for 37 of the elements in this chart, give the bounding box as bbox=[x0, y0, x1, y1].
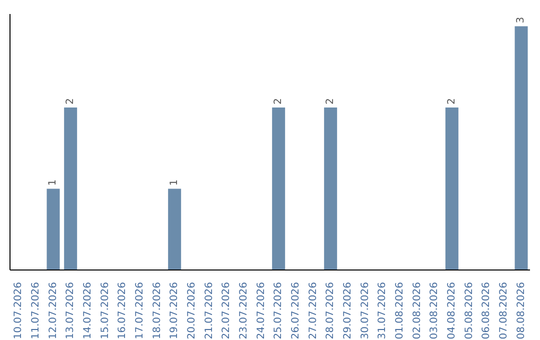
x-tick-label: 12.07.2026 bbox=[48, 282, 59, 340]
data-label: 1 bbox=[48, 179, 59, 186]
x-tick-label: 04.08.2026 bbox=[446, 282, 458, 340]
x-tick-label: 07.08.2026 bbox=[498, 282, 510, 340]
x-tick-label: 01.08.2026 bbox=[394, 282, 406, 340]
x-tick-label: 15.07.2026 bbox=[100, 282, 111, 340]
x-tick-label: 05.08.2026 bbox=[464, 282, 475, 340]
x-tick-label: 26.07.2026 bbox=[290, 282, 302, 340]
data-label: 2 bbox=[325, 98, 336, 104]
x-tick-label: 14.07.2026 bbox=[82, 282, 94, 340]
x-tick-label: 10.07.2026 bbox=[13, 282, 24, 340]
x-tick-label: 28.07.2026 bbox=[325, 282, 336, 340]
x-tick-label: 30.07.2026 bbox=[360, 282, 371, 340]
x-tick-label: 18.07.2026 bbox=[152, 282, 163, 340]
data-label: 1 bbox=[169, 179, 180, 186]
x-tick-label: 21.07.2026 bbox=[204, 282, 215, 340]
x-tick-label: 29.07.2026 bbox=[342, 282, 354, 340]
data-label: 2 bbox=[273, 98, 284, 104]
data-label: 3 bbox=[516, 16, 527, 24]
x-tick-label: 19.07.2026 bbox=[169, 282, 180, 340]
data-label: 2 bbox=[446, 98, 458, 104]
x-tick-label: 13.07.2026 bbox=[65, 282, 76, 340]
x-tick-label: 24.07.2026 bbox=[256, 282, 267, 340]
x-tick-label: 16.07.2026 bbox=[117, 282, 128, 340]
x-tick-label: 31.07.2026 bbox=[377, 282, 388, 340]
x-tick-label: 02.08.2026 bbox=[412, 282, 423, 340]
x-tick-label: 06.08.2026 bbox=[481, 282, 492, 340]
x-tick-label: 22.07.2026 bbox=[221, 282, 232, 340]
x-tick-label: 17.07.2026 bbox=[134, 282, 146, 340]
x-tick-label: 20.07.2026 bbox=[186, 282, 198, 340]
x-tick-label: 27.07.2026 bbox=[308, 282, 319, 340]
x-tick-label: 08.08.2026 bbox=[516, 282, 527, 340]
x-tick-label: 11.07.2026 bbox=[30, 282, 42, 340]
x-tick-label: 25.07.2026 bbox=[273, 282, 284, 340]
x-tick-label: 03.08.2026 bbox=[429, 282, 440, 340]
x-tick-label: 23.07.2026 bbox=[238, 282, 250, 340]
data-label: 2 bbox=[65, 98, 76, 104]
